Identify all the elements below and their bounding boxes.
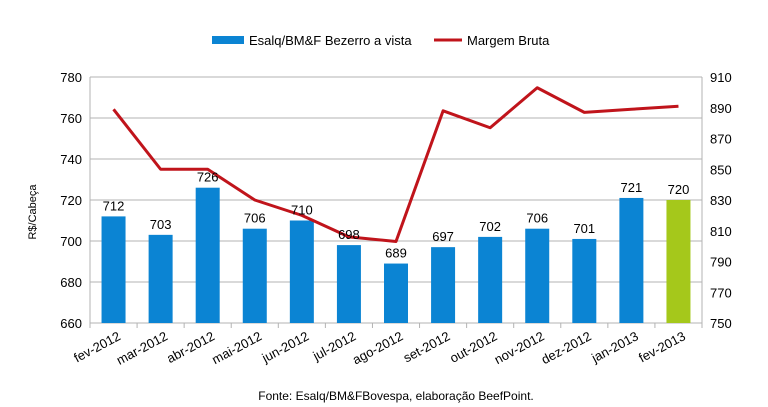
y-tick-label: 660 bbox=[60, 316, 82, 331]
y-tick-label: 700 bbox=[60, 234, 82, 249]
x-axis-ticks: fev-2012mar-2012abr-2012mai-2012jun-2012… bbox=[71, 328, 688, 367]
x-tick-label: out-2012 bbox=[447, 328, 499, 365]
y2-tick-label: 850 bbox=[710, 162, 732, 177]
bar bbox=[195, 187, 220, 323]
x-tick-label: jul-2012 bbox=[310, 328, 359, 363]
legend-bar-label: Esalq/BM&F Bezerro a vista bbox=[249, 33, 412, 48]
bar bbox=[572, 238, 597, 323]
bar-data-label: 701 bbox=[573, 221, 595, 236]
bar bbox=[619, 197, 644, 323]
bar-data-label: 698 bbox=[338, 227, 360, 242]
bar-data-label: 689 bbox=[385, 246, 407, 261]
y-axis-label: R$/Cabeça bbox=[27, 184, 39, 240]
bar-data-label: 703 bbox=[150, 217, 172, 232]
bar-data-label: 697 bbox=[432, 229, 454, 244]
y2-tick-label: 890 bbox=[710, 101, 732, 116]
line-series bbox=[112, 86, 679, 244]
bar bbox=[101, 216, 126, 323]
x-tick-label: jan-2013 bbox=[588, 328, 641, 365]
y-tick-label: 760 bbox=[60, 111, 82, 126]
bar bbox=[478, 236, 503, 323]
legend-line-label: Margem Bruta bbox=[467, 33, 550, 48]
x-tick-label: ago-2012 bbox=[350, 328, 406, 367]
bar-data-label: 726 bbox=[197, 170, 219, 185]
x-tick-label: fev-2012 bbox=[71, 328, 123, 365]
source-note: Fonte: Esalq/BM&FBovespa, elaboração Bee… bbox=[258, 389, 534, 403]
y-tick-label: 740 bbox=[60, 152, 82, 167]
y2-tick-label: 750 bbox=[710, 316, 732, 331]
bar bbox=[384, 263, 408, 323]
bar bbox=[242, 228, 267, 323]
plot-frame bbox=[89, 77, 703, 328]
bar-data-label: 706 bbox=[526, 211, 548, 226]
y-axis-ticks: 660 680 700 720 740 760 780 bbox=[60, 70, 82, 331]
x-tick-label: jun-2012 bbox=[259, 328, 312, 365]
bar-series bbox=[101, 187, 691, 323]
x-tick-label: mar-2012 bbox=[114, 328, 170, 367]
bar bbox=[336, 245, 361, 323]
bar-data-label: 706 bbox=[244, 211, 266, 226]
y2-tick-label: 810 bbox=[710, 224, 732, 239]
bar-data-label: 710 bbox=[291, 203, 313, 218]
legend-bar-swatch bbox=[212, 36, 244, 44]
y2-tick-label: 870 bbox=[710, 132, 732, 147]
x-tick-label: mai-2012 bbox=[209, 328, 264, 367]
y-tick-label: 780 bbox=[60, 70, 82, 85]
bar bbox=[666, 200, 691, 323]
y-tick-label: 680 bbox=[60, 275, 82, 290]
x-tick-label: nov-2012 bbox=[492, 328, 547, 367]
bar bbox=[289, 220, 314, 323]
y2-tick-label: 790 bbox=[710, 255, 732, 270]
bar bbox=[525, 228, 550, 323]
data-labels: 712 703 726 706 710 698 689 697 702 706 701 721 720 bbox=[103, 170, 690, 261]
y2-tick-label: 910 bbox=[710, 70, 732, 85]
x-tick-label: abr-2012 bbox=[164, 328, 217, 366]
y2-tick-label: 770 bbox=[710, 285, 732, 300]
bar bbox=[431, 247, 456, 323]
y-tick-label: 720 bbox=[60, 193, 82, 208]
legend: Esalq/BM&F Bezerro a vista Margem Bruta bbox=[212, 33, 550, 48]
x-tick-label: set-2012 bbox=[401, 328, 453, 365]
y2-tick-label: 830 bbox=[710, 193, 732, 208]
bar-data-label: 712 bbox=[103, 198, 125, 213]
bar-data-label: 721 bbox=[621, 180, 643, 195]
y2-axis-ticks: 750 770 790 810 830 850 870 890 910 bbox=[710, 70, 732, 331]
bar-data-label: 702 bbox=[479, 219, 501, 234]
x-tick-label: fev-2013 bbox=[636, 328, 688, 365]
bar-data-label: 720 bbox=[668, 182, 690, 197]
x-tick-label: dez-2012 bbox=[539, 328, 594, 367]
bar bbox=[148, 234, 173, 323]
